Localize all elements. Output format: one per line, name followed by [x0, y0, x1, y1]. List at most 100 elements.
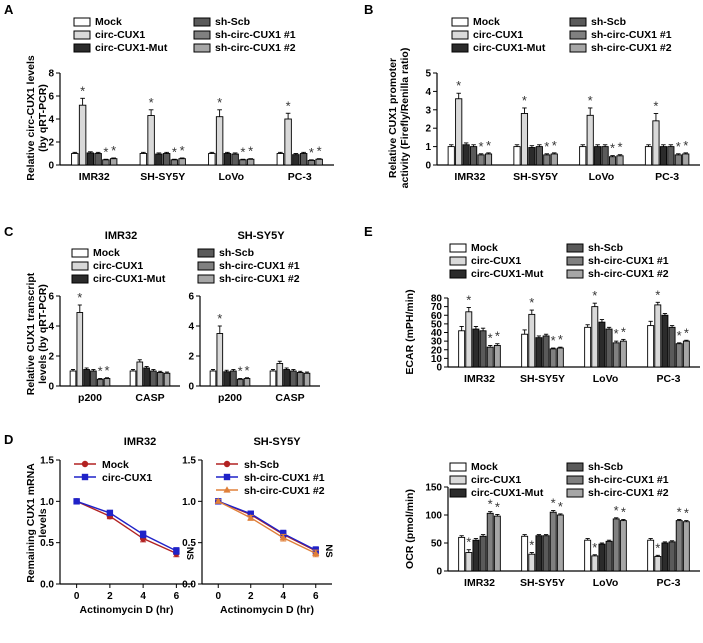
- legend-label: circ-CUX1-Mut: [471, 268, 544, 280]
- x-tick-label: IMR32: [454, 171, 485, 183]
- x-tick-label: PC-3: [288, 171, 312, 183]
- bar: [83, 369, 90, 387]
- y-tick-label: 60: [431, 311, 443, 322]
- legend-swatch: [193, 43, 211, 53]
- y-tick-label: 1: [425, 142, 431, 153]
- bar: [598, 543, 606, 572]
- panel-letter-d: D: [4, 432, 13, 447]
- legend-label: sh-Scb: [219, 247, 254, 259]
- bar: [78, 104, 87, 166]
- significance-star: *: [621, 324, 626, 339]
- bar: [542, 335, 550, 368]
- legend-swatch: [451, 17, 469, 27]
- significance-star: *: [617, 140, 622, 155]
- ns-annotation: NS: [184, 547, 195, 560]
- bar: [528, 553, 536, 572]
- legend-label: sh-circ-CUX1 #2: [244, 485, 325, 497]
- legend-label: sh-circ-CUX1 #2: [219, 273, 300, 285]
- significance-star: *: [466, 535, 471, 550]
- series-line: [76, 500, 177, 555]
- y-tick-label: 0.5: [182, 538, 196, 549]
- significance-star: *: [309, 145, 314, 160]
- bar: [458, 330, 466, 368]
- panel-letter-c: C: [4, 224, 14, 239]
- bar: [549, 348, 557, 368]
- x-tick-label: CASP: [275, 392, 304, 404]
- x-tick-label: 2: [107, 591, 113, 602]
- data-point: [73, 498, 80, 505]
- y-tick-label: 6: [48, 92, 54, 103]
- x-axis-label: Actinomycin D (hr): [80, 604, 174, 616]
- legend-b: Mockcirc-CUX1circ-CUX1-Mutsh-Scbsh-circ-…: [451, 16, 672, 54]
- x-tick-label: LoVo: [589, 171, 614, 183]
- significance-star: *: [217, 95, 222, 110]
- bar: [668, 326, 676, 368]
- panel-a-ylabel-line2: (by qRT-PCR): [37, 84, 49, 152]
- bar: [535, 337, 543, 368]
- legend-label: sh-Scb: [591, 16, 626, 28]
- x-tick-label: LoVo: [593, 373, 618, 385]
- bar: [163, 372, 171, 387]
- data-point: [279, 533, 287, 541]
- significance-star: *: [488, 497, 493, 512]
- significance-star: *: [80, 83, 85, 98]
- legend-swatch: [569, 30, 587, 40]
- y-tick-label: 150: [425, 483, 442, 494]
- y-tick-label: 0.0: [182, 580, 196, 591]
- bar: [668, 541, 676, 572]
- panel-c-subtitle-2: SH-SY5Y: [237, 230, 285, 242]
- x-tick-label: 4: [280, 591, 286, 602]
- x-tick-label: 0: [215, 591, 221, 602]
- bar: [143, 367, 150, 387]
- bar: [223, 153, 232, 166]
- bar: [521, 535, 529, 572]
- bar: [477, 154, 485, 166]
- bar: [550, 153, 558, 166]
- y-tick-label: 0.0: [40, 580, 54, 591]
- legend-swatch: [566, 462, 584, 472]
- bar: [470, 146, 478, 166]
- bar: [652, 120, 660, 166]
- bar: [535, 146, 543, 166]
- bar: [71, 153, 79, 166]
- legend-e1: Mockcirc-CUX1circ-CUX1-Mutsh-Scbsh-circ-…: [449, 242, 669, 280]
- legend-label: circ-CUX1: [95, 29, 145, 41]
- y-tick-label: 4: [48, 322, 54, 333]
- legend-swatch: [451, 30, 469, 40]
- x-tick-label: 6: [174, 591, 180, 602]
- significance-star: *: [683, 138, 688, 153]
- legend-label: Mock: [95, 16, 122, 28]
- bar: [315, 158, 323, 166]
- y-tick-label: 10: [431, 354, 443, 365]
- bar: [675, 343, 683, 368]
- y-tick-label: 1.5: [40, 456, 54, 467]
- bar: [276, 153, 285, 166]
- legend-label: sh-circ-CUX1 #1: [588, 474, 669, 486]
- y-tick-label: 3: [425, 105, 431, 116]
- legend-label: sh-circ-CUX1 #2: [588, 487, 669, 499]
- y-tick-label: 1.5: [182, 456, 196, 467]
- significance-star: *: [588, 93, 593, 108]
- x-tick-label: SH-SY5Y: [520, 577, 565, 589]
- bar: [601, 146, 609, 166]
- significance-star: *: [655, 287, 660, 302]
- bar: [129, 370, 137, 387]
- significance-star: *: [104, 363, 109, 378]
- bar: [86, 152, 95, 166]
- bar: [296, 372, 304, 387]
- significance-star: *: [238, 364, 243, 379]
- legend-swatch: [71, 274, 89, 284]
- bar: [156, 372, 164, 387]
- bar: [170, 159, 179, 166]
- bar: [472, 539, 480, 572]
- bar: [239, 159, 247, 166]
- y-tick-label: 6: [48, 292, 54, 303]
- panel-letter-b: B: [364, 2, 373, 17]
- bar: [556, 347, 564, 368]
- bar: [109, 158, 118, 166]
- legend-marker: [81, 460, 89, 468]
